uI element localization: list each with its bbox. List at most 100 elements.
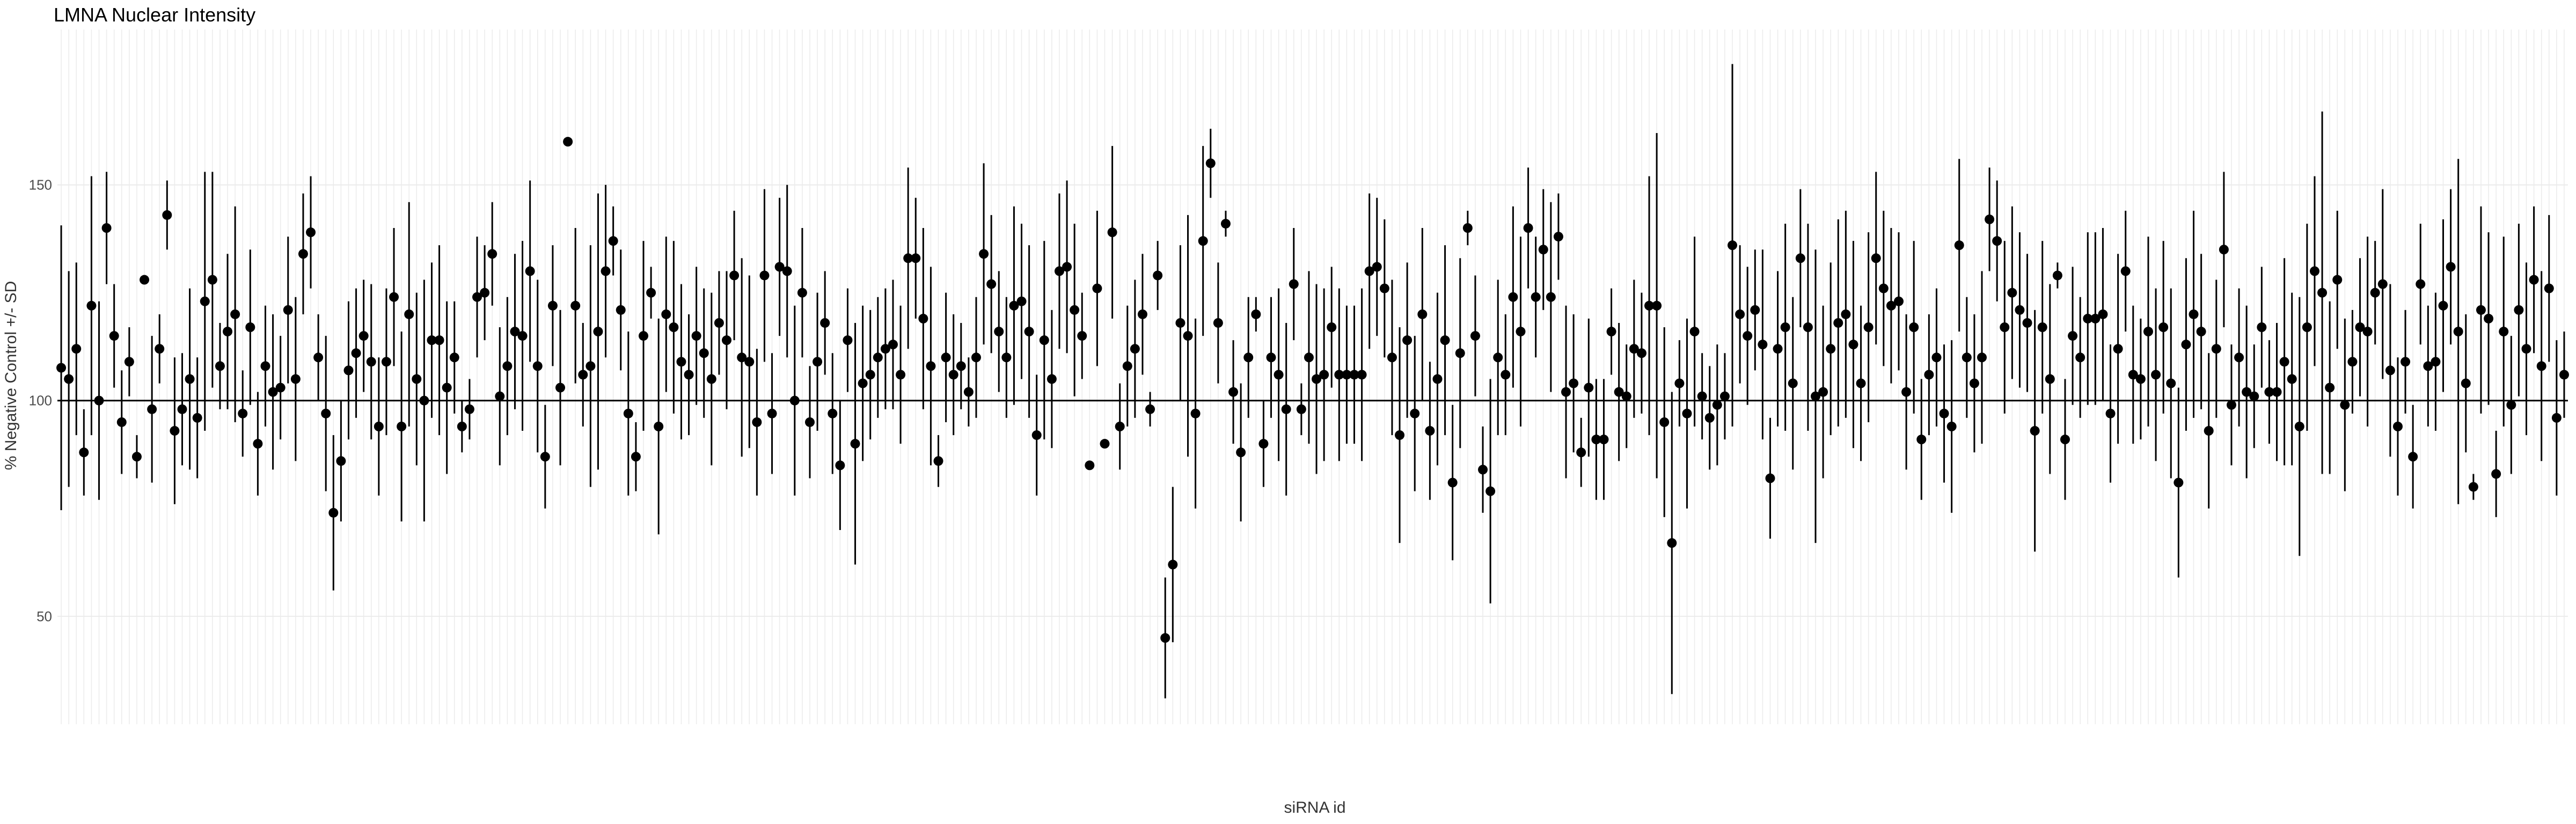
point [1682, 408, 1692, 418]
point [1455, 348, 1465, 358]
point [744, 357, 755, 367]
point [1621, 391, 1631, 401]
point [140, 275, 150, 285]
point [109, 331, 119, 341]
point [888, 340, 898, 350]
point [2446, 262, 2456, 272]
point [1046, 374, 1057, 384]
point [1092, 283, 1102, 293]
point [230, 309, 240, 319]
point [1031, 430, 1042, 440]
point [2279, 357, 2289, 367]
point [1644, 300, 1655, 311]
point [843, 335, 853, 345]
point [797, 288, 807, 298]
point [457, 422, 467, 431]
point [389, 292, 399, 302]
point [729, 270, 740, 281]
point [1024, 327, 1034, 337]
point [623, 408, 633, 418]
point [2544, 283, 2554, 293]
point [2529, 275, 2539, 285]
point [1962, 352, 1972, 363]
point [2151, 370, 2161, 380]
point [162, 210, 172, 220]
point [1863, 322, 1874, 332]
point [2491, 469, 2501, 479]
point [1198, 236, 1208, 246]
point [1931, 352, 1942, 363]
point [200, 296, 210, 306]
point [759, 270, 770, 281]
point [767, 408, 777, 418]
point [2416, 279, 2426, 289]
point [2060, 435, 2070, 445]
point [412, 374, 422, 384]
point [2015, 305, 2025, 315]
point [1016, 296, 1027, 306]
point [1402, 335, 1413, 345]
point [699, 348, 709, 358]
point [2083, 313, 2093, 323]
point [321, 408, 331, 418]
point [404, 309, 414, 319]
point [828, 408, 838, 418]
point [532, 361, 543, 371]
point [2332, 275, 2343, 285]
point [1070, 305, 1080, 315]
point [1788, 378, 1798, 388]
point [1319, 370, 1329, 380]
point [2226, 400, 2236, 410]
point [1228, 387, 1239, 397]
point [434, 335, 444, 345]
point [2211, 344, 2221, 354]
point [1659, 417, 1670, 427]
point [994, 327, 1004, 337]
point [306, 227, 316, 238]
point [1137, 309, 1147, 319]
point [578, 370, 588, 380]
point [1765, 473, 1775, 483]
point [631, 452, 641, 462]
point [1878, 283, 1889, 293]
point [1553, 232, 1563, 242]
point [608, 236, 618, 246]
point [1969, 378, 1979, 388]
point [207, 275, 217, 285]
point [1205, 158, 1216, 168]
chart-title: LMNA Nuclear Intensity [54, 4, 255, 26]
point [971, 352, 981, 363]
point [586, 361, 596, 371]
point [343, 365, 354, 376]
point [1992, 236, 2002, 246]
point [2431, 357, 2441, 367]
point [903, 253, 913, 263]
point [2559, 370, 2569, 380]
point [2423, 361, 2433, 371]
point [170, 426, 180, 436]
point [131, 452, 142, 462]
point [2294, 422, 2304, 431]
point [2007, 288, 2017, 298]
point [669, 322, 679, 332]
point [563, 137, 573, 147]
point [2355, 322, 2365, 332]
point [1312, 374, 1322, 384]
point [2052, 270, 2062, 281]
point [684, 370, 694, 380]
point [1531, 292, 1541, 302]
point [1841, 309, 1851, 319]
point [1085, 460, 1095, 470]
point [502, 361, 513, 371]
point [639, 331, 649, 341]
point [880, 344, 890, 354]
point [1674, 378, 1685, 388]
point [2105, 408, 2116, 418]
point [2242, 387, 2252, 397]
point [1946, 422, 1957, 431]
point [2257, 322, 2267, 332]
point [155, 344, 165, 354]
point [873, 352, 883, 363]
point [1485, 486, 1496, 496]
